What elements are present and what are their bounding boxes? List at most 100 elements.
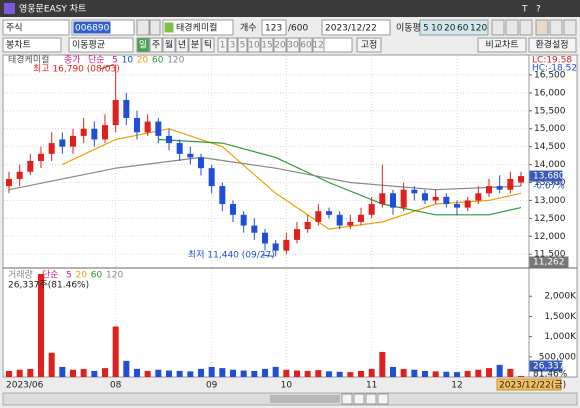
period-label[interactable]: 일 (139, 40, 147, 51)
volume-legend-item: 5 (66, 271, 72, 281)
ma-label: 이동평균 (396, 23, 429, 34)
volume-bar (347, 372, 354, 377)
candle-body (315, 211, 322, 222)
volume-legend-item: 20 (76, 271, 88, 281)
ma-period[interactable]: 20 (444, 24, 456, 34)
volume-current: 26,337주(81.46%) (8, 280, 89, 291)
minute-label[interactable]: 60 (300, 41, 312, 51)
x-tick-label: 2023/06 (6, 381, 44, 391)
nav-button[interactable] (377, 393, 389, 405)
minute-button[interactable] (227, 37, 238, 53)
minute-label[interactable]: 120 (312, 41, 329, 51)
period-button[interactable] (201, 37, 215, 53)
volume-bar (16, 369, 23, 377)
candle-body (283, 239, 290, 251)
minute-button[interactable] (237, 37, 248, 53)
candle-body (70, 135, 76, 147)
period-button[interactable] (175, 37, 189, 53)
candle-body (176, 143, 183, 154)
fixed-label[interactable]: 고정 (361, 40, 378, 51)
nav-button[interactable] (353, 393, 365, 405)
candle-body (336, 214, 343, 226)
x-tick-label: 12 (451, 381, 462, 391)
volume-bar (518, 375, 524, 377)
period-button[interactable] (188, 37, 202, 53)
count-input[interactable] (261, 19, 287, 36)
volume-bar (91, 370, 98, 377)
candle-body (347, 221, 354, 226)
candle-body (155, 121, 162, 136)
period-button[interactable] (162, 37, 176, 53)
period-button[interactable] (149, 37, 163, 53)
chart-type-select[interactable] (2, 37, 62, 53)
indicator-select[interactable] (68, 37, 134, 53)
ma-period[interactable]: 5 (423, 24, 429, 34)
ma-period-box[interactable] (419, 19, 489, 36)
legend-item: 20 (137, 56, 149, 66)
candle-body (144, 121, 151, 133)
window-button[interactable]: ? (536, 5, 541, 15)
volume-bar (219, 368, 226, 377)
annotation-arrow (99, 64, 114, 70)
tool-button[interactable] (535, 19, 549, 36)
ma-period[interactable]: 10 (431, 24, 443, 34)
ma-period[interactable]: 60 (457, 24, 469, 34)
ma-line (158, 138, 522, 216)
change-label: -0.07% (533, 182, 565, 192)
minute-label[interactable]: 5 (240, 41, 246, 51)
fixed-button[interactable] (356, 37, 382, 53)
volume-bar (272, 366, 279, 377)
tool-button[interactable] (549, 19, 563, 36)
ma-period[interactable]: 120 (470, 24, 487, 34)
period-label[interactable]: 월 (165, 39, 173, 51)
minute-select[interactable] (323, 37, 353, 53)
minute-button[interactable] (299, 37, 313, 53)
period-button[interactable] (136, 37, 150, 53)
minute-label[interactable]: 3 (230, 41, 236, 51)
candle-body (304, 221, 311, 230)
compare-label[interactable]: 비교차트 (485, 39, 518, 51)
minute-button[interactable] (217, 37, 228, 53)
minute-button[interactable] (286, 37, 300, 53)
minute-label[interactable]: 10 (248, 41, 260, 51)
settings-button[interactable] (528, 37, 577, 53)
search-button[interactable] (136, 19, 150, 36)
date-input[interactable] (321, 19, 391, 36)
minute-button[interactable] (247, 37, 261, 53)
volume-bar (123, 360, 130, 377)
tool-button[interactable] (505, 19, 519, 36)
market-select[interactable] (2, 19, 70, 36)
period-label[interactable]: 분 (191, 40, 199, 51)
period-label[interactable]: 틱 (204, 39, 212, 51)
candle-body (91, 128, 98, 140)
compare-button[interactable] (477, 37, 527, 53)
volume-bar (198, 368, 204, 377)
volume-bar (187, 371, 194, 377)
minute-label[interactable]: 1 (220, 41, 226, 51)
minute-label[interactable]: 15 (261, 41, 272, 51)
prev-button[interactable] (149, 19, 161, 36)
settings-label[interactable]: 환경설정 (535, 39, 568, 51)
candle-body (358, 214, 364, 222)
volume-bar (454, 372, 460, 377)
period-label[interactable]: 년 (178, 40, 186, 51)
scroll-thumb[interactable] (270, 395, 340, 403)
volume-bar (294, 370, 300, 377)
name-input[interactable] (162, 19, 234, 36)
candle-body (518, 176, 524, 183)
window-button[interactable]: T (521, 5, 528, 15)
minute-button[interactable] (273, 37, 287, 53)
volume-bar (166, 370, 172, 377)
minute-label[interactable]: 20 (274, 41, 286, 51)
tool-button[interactable] (563, 19, 577, 36)
legend-item: 5 (112, 56, 118, 66)
candle-body (134, 117, 140, 133)
nav-button[interactable] (365, 393, 377, 405)
tool-button[interactable] (491, 19, 505, 36)
tool-button[interactable] (519, 19, 533, 36)
volume-bar (432, 371, 439, 377)
period-label[interactable]: 주 (152, 40, 160, 51)
minute-button[interactable] (260, 37, 274, 53)
minute-label[interactable]: 30 (287, 41, 299, 51)
nav-button[interactable] (341, 393, 353, 405)
